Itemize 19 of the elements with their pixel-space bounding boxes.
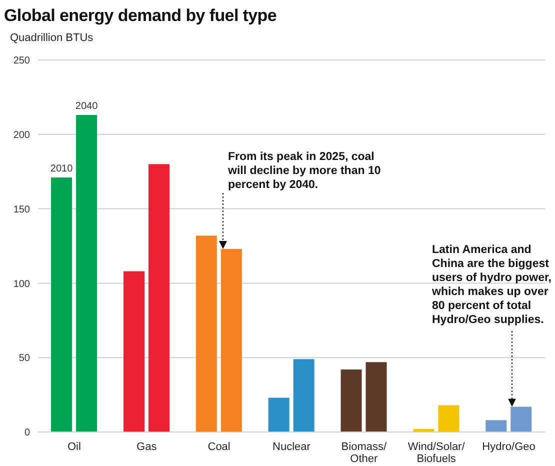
x-tick-label: Nuclear <box>272 441 311 453</box>
annotation: Latin America and China are the biggest users of hydro power, which makes up over 80 percent of total Hydro/Geo supplies. <box>432 243 552 327</box>
y-tick-label: 250 <box>13 56 30 67</box>
y-axis-title: Quadrillion BTUs <box>10 32 94 44</box>
chart-title: Global energy demand by fuel type <box>4 6 277 26</box>
x-tick-label: Oil <box>67 441 81 453</box>
x-tick-label: Biomass/Other <box>341 441 388 465</box>
y-tick-label: 200 <box>13 130 30 141</box>
annotation: From its peak in 2025, coal will decline by more than 10 percent by 2040. <box>228 150 382 192</box>
y-tick-label: 100 <box>13 278 30 290</box>
x-tick-label: Hydro/Geo <box>482 441 536 453</box>
x-tick-label: Coal <box>208 441 230 453</box>
x-tick-label: Wind/Solar/Biofuels <box>408 441 466 465</box>
y-tick-label: 0 <box>24 428 30 439</box>
x-tick-label: Gas <box>136 441 158 453</box>
y-tick-label: 150 <box>13 204 30 216</box>
y-tick-label: 50 <box>18 353 30 364</box>
series-label: 2040 <box>75 101 98 112</box>
series-label: 2010 <box>50 164 74 175</box>
